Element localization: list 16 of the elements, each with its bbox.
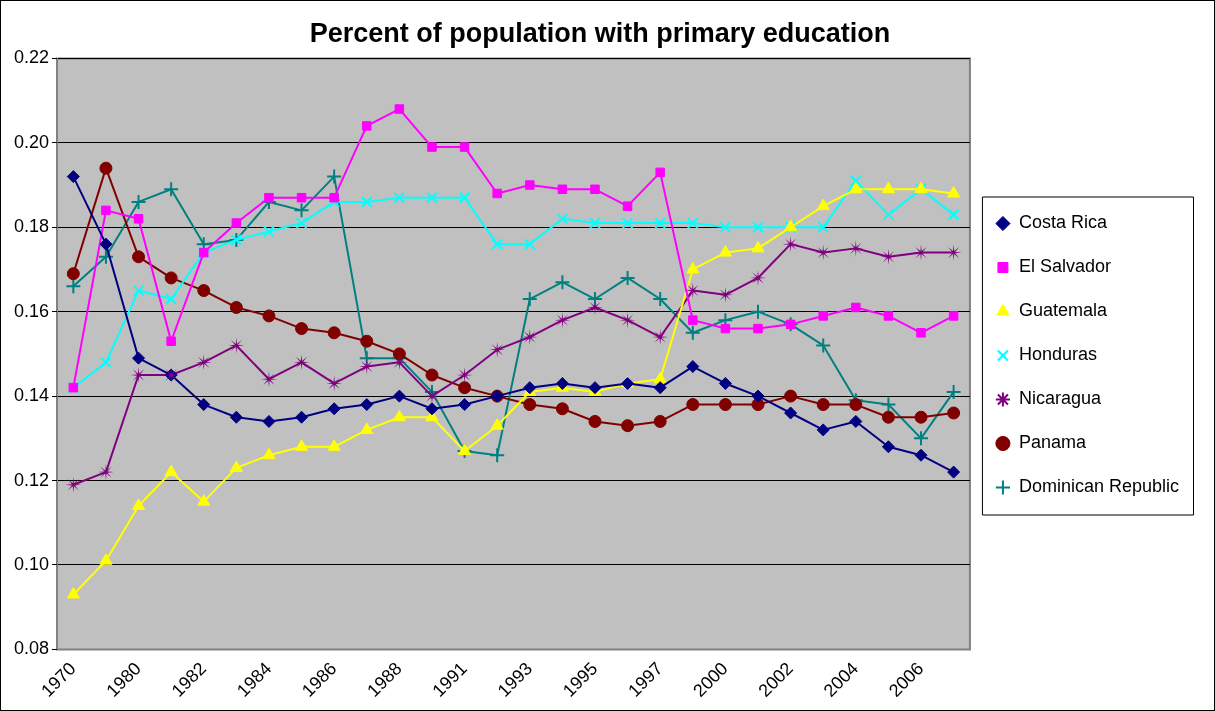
y-tick-label: 0.18 xyxy=(13,216,50,237)
y-tick-label: 0.20 xyxy=(13,131,50,152)
y-tick-label: 0.10 xyxy=(13,553,50,574)
legend-label: Nicaragua xyxy=(1018,388,1102,409)
legend-label: Panama xyxy=(1018,432,1087,453)
y-tick-label: 0.12 xyxy=(13,469,50,490)
legend-label: El Salvador xyxy=(1018,256,1111,277)
y-tick-label: 0.22 xyxy=(13,47,50,68)
chart-title: Percent of population with primary education xyxy=(309,17,891,48)
legend-label: Costa Rica xyxy=(1018,212,1108,233)
y-tick-label: 0.16 xyxy=(13,300,50,321)
y-tick-label: 0.08 xyxy=(13,638,50,659)
legend-label: Dominican Republic xyxy=(1018,476,1179,497)
legend-label: Honduras xyxy=(1018,344,1097,365)
legend-label: Guatemala xyxy=(1018,300,1108,321)
y-tick-label: 0.14 xyxy=(13,385,50,406)
